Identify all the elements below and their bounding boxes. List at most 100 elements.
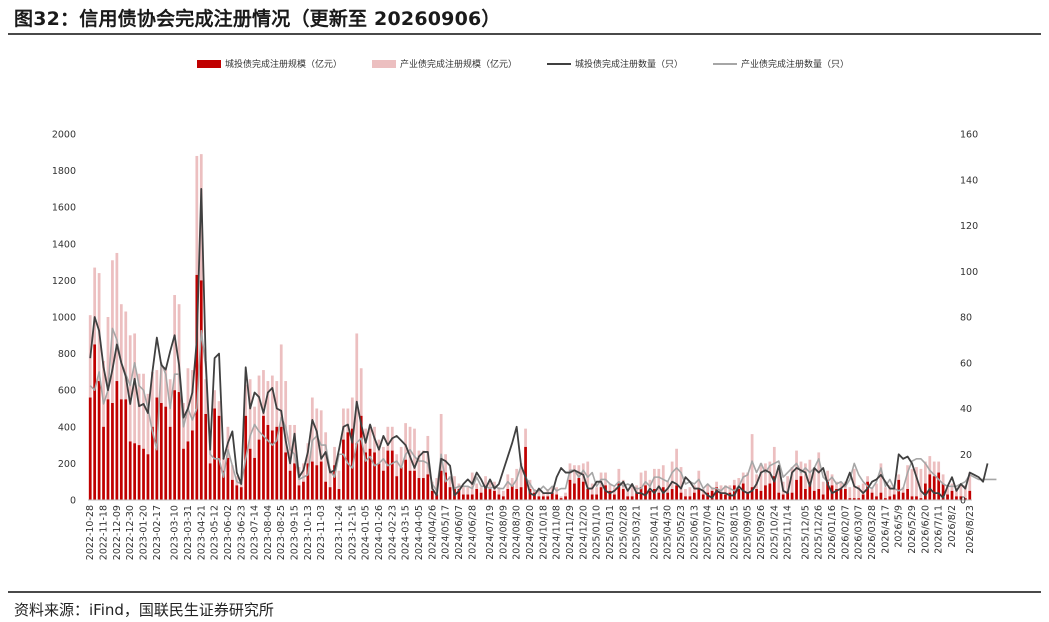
- industry-amount-bar: [106, 317, 110, 400]
- urban-amount-bar: [302, 481, 305, 500]
- urban-amount-bar: [790, 492, 794, 500]
- industry-amount-bar: [293, 424, 296, 464]
- y-right-tick-label: 0: [960, 496, 966, 507]
- urban-amount-bar: [581, 481, 585, 500]
- urban-amount-bar: [319, 461, 323, 500]
- urban-amount-bar: [568, 479, 572, 500]
- urban-amount-bar: [533, 492, 536, 500]
- industry-amount-bar: [670, 461, 674, 490]
- industry-amount-bar: [799, 461, 803, 477]
- industry-amount-bar: [950, 483, 954, 491]
- urban-amount-bar: [501, 496, 505, 500]
- urban-amount-bar: [826, 479, 829, 500]
- bottom-rule: [8, 591, 1041, 593]
- urban-amount-bar: [461, 494, 465, 500]
- industry-amount-bar: [559, 496, 563, 499]
- industry-amount-bar: [501, 490, 505, 497]
- x-tick-label: 2025/06/13: [689, 505, 700, 560]
- chart-plot: 0200400600800100012001400160018002000020…: [52, 130, 997, 560]
- count-lines: [89, 187, 997, 499]
- industry-amount-bar: [275, 381, 279, 427]
- industry-amount-bar: [541, 492, 545, 497]
- urban-amount-bar: [222, 470, 225, 500]
- x-tick-label: 2023-05-12: [210, 505, 221, 560]
- industry-amount-bar: [337, 470, 341, 490]
- urban-amount-bar: [777, 492, 781, 500]
- urban-amount-bar: [279, 426, 283, 500]
- industry-amount-bar: [137, 373, 141, 446]
- industry-amount-bar: [524, 428, 527, 447]
- urban-amount-bar: [417, 478, 421, 500]
- x-tick-label: 2024/12/20: [578, 505, 589, 560]
- y-left-tick-label: 1600: [52, 203, 76, 214]
- industry-amount-bar: [941, 474, 945, 484]
- urban-amount-bar: [408, 470, 412, 500]
- urban-amount-bar: [679, 492, 683, 500]
- industry-amount-bar: [812, 468, 816, 491]
- urban-amount-bar: [204, 413, 208, 500]
- urban-amount-bar: [968, 490, 972, 500]
- urban-amount-bar: [910, 496, 914, 500]
- industry-amount-bar: [777, 470, 781, 493]
- urban-amount-bar: [448, 487, 452, 500]
- urban-amount-bar: [217, 415, 221, 500]
- urban-amount-bar: [875, 496, 878, 500]
- x-tick-label: 2025/08/15: [729, 505, 740, 560]
- x-tick-label: 2026/03/07: [854, 505, 865, 560]
- x-tick-label: 2024/11/08: [552, 505, 563, 560]
- industry-amount-bar: [621, 479, 625, 490]
- x-tick-label: 2026/6/20: [920, 505, 931, 554]
- industry-amount-bar: [359, 368, 363, 416]
- industry-amount-bar: [253, 406, 256, 458]
- urban-amount-bar: [164, 406, 168, 500]
- industry-amount-bar: [177, 304, 181, 393]
- urban-amount-bar: [915, 496, 918, 500]
- x-tick-label: 2025/07/25: [716, 505, 727, 560]
- urban-amount-bar: [906, 489, 909, 500]
- y-left-tick-label: 0: [70, 496, 76, 507]
- x-tick-label: 2024/08/30: [512, 505, 523, 560]
- x-tick-label: 2024/07/19: [485, 505, 496, 560]
- urban-amount-bar: [657, 492, 661, 500]
- urban-amount-bar: [324, 481, 328, 500]
- industry-amount-bar: [448, 476, 452, 488]
- x-tick-label: 2026/4/17: [880, 505, 891, 554]
- industry-amount-bar: [724, 485, 727, 495]
- x-tick-label: 2024/06/07: [454, 505, 465, 560]
- industry-amount-bar: [466, 487, 470, 495]
- urban-amount-bar: [799, 476, 803, 500]
- urban-amount-bar: [595, 494, 599, 500]
- x-tick-label: 2025/12/26: [814, 505, 825, 560]
- industry-amount-bar: [719, 485, 723, 493]
- urban-amount-bar: [248, 448, 252, 500]
- urban-amount-bar: [586, 489, 590, 500]
- x-tick-label: 2023-03-31: [183, 505, 194, 560]
- industry-amount-bar: [861, 483, 865, 495]
- x-tick-label: 2024-03-15: [401, 505, 412, 560]
- urban-amount-bar: [724, 494, 727, 500]
- industry-amount-bar: [279, 344, 283, 427]
- urban-amount-bar: [573, 483, 576, 500]
- y-left-tick-label: 400: [58, 422, 76, 433]
- industry-amount-bar: [573, 465, 576, 484]
- x-tick-label: 2022-10-28: [85, 505, 96, 560]
- urban-amount-bar: [768, 483, 772, 500]
- industry-amount-bar: [830, 474, 834, 486]
- industry-amount-bar: [564, 492, 567, 497]
- x-tick-label: 2024/06/28: [467, 505, 478, 560]
- industry-amount-bar: [644, 470, 647, 486]
- urban-amount-bar: [599, 487, 603, 500]
- urban-amount-bar: [399, 467, 403, 500]
- urban-amount-bar: [715, 487, 718, 500]
- industry-amount-bar: [630, 487, 634, 497]
- urban-amount-bar: [151, 426, 154, 500]
- x-tick-label: 2025/01/31: [605, 505, 616, 560]
- industry-amount-bar: [146, 393, 150, 455]
- urban-amount-bar: [208, 463, 212, 500]
- industry-amount-bar: [97, 273, 101, 382]
- urban-amount-bar: [963, 498, 967, 500]
- urban-amount-bar: [488, 489, 492, 500]
- y-right-tick-label: 60: [960, 358, 972, 369]
- industry-amount-bar: [244, 384, 248, 416]
- y-right-tick-label: 40: [960, 404, 972, 415]
